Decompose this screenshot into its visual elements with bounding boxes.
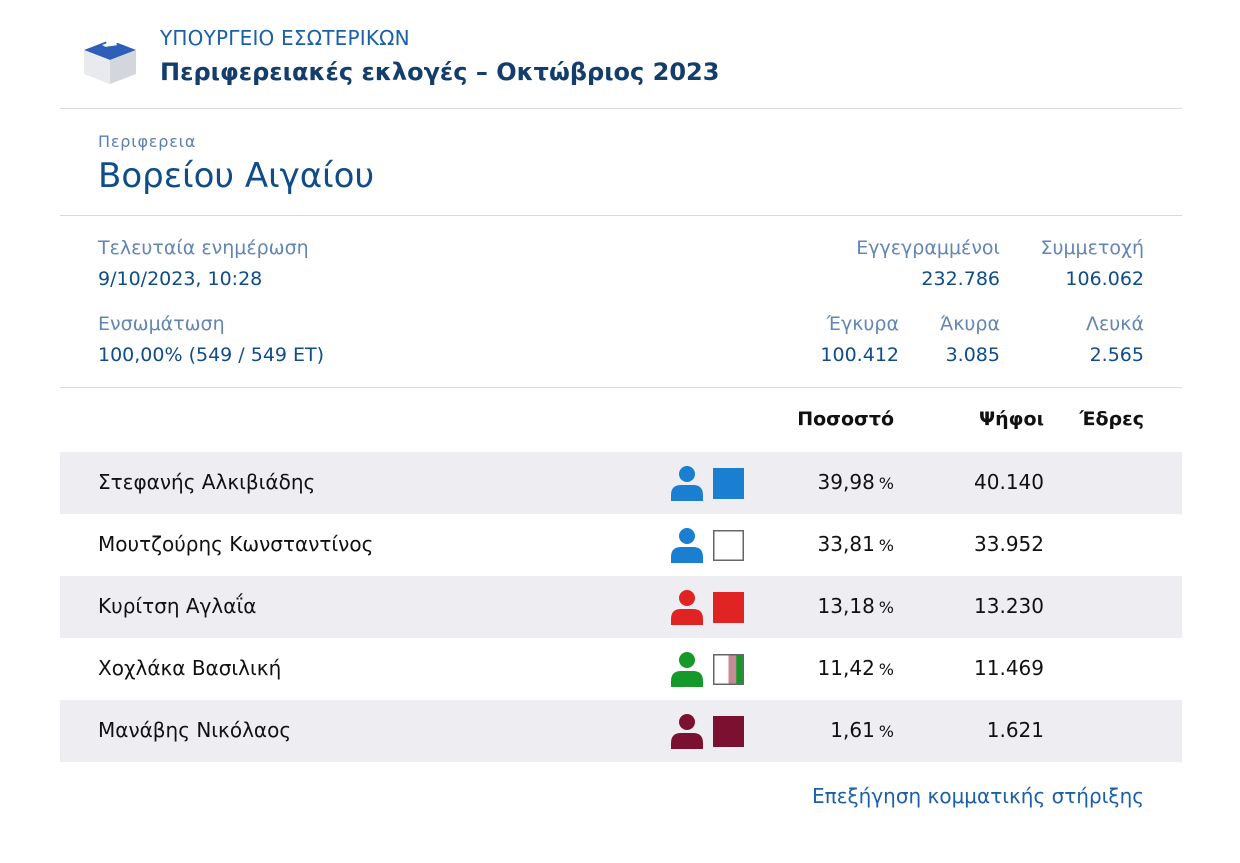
election-title: Περιφερειακές εκλογές – Οκτώβριος 2023 (160, 58, 720, 86)
table-row: Κυρίτση Αγλαΐα 13,18% 13.230 (60, 576, 1182, 638)
percent-unit: % (878, 660, 894, 679)
incorporation-value: 100,00% (549 / 549 ΕΤ) (98, 344, 325, 366)
divider (60, 387, 1182, 388)
registered-label: Εγγεγραμμένοι (856, 237, 1000, 259)
ballot-box-icon (84, 33, 136, 84)
percent-header: Ποσοστό (797, 408, 894, 430)
table-row: Μουτζούρης Κωνσταντίνος 33,81% 33.952 (60, 514, 1182, 576)
party-color-swatch (713, 468, 744, 499)
region-label: Περιφερεια (98, 132, 197, 151)
invalid-label: Άκυρα (940, 313, 1000, 335)
ministry-name: ΥΠΟΥΡΓΕΙΟ ΕΣΩΤΕΡΙΚΩΝ (160, 26, 410, 50)
person-icon (671, 652, 703, 687)
person-icon (671, 590, 703, 625)
votes-value: 40.140 (974, 470, 1044, 494)
percent-unit: % (878, 598, 894, 617)
last-update-label: Τελευταία ενημέρωση (98, 237, 309, 259)
votes-value: 13.230 (974, 594, 1044, 618)
candidate-name: Χοχλάκα Βασιλική (98, 656, 282, 680)
party-support-explanation-link[interactable]: Επεξήγηση κομματικής στήριξης (812, 784, 1144, 808)
registered-value: 232.786 (921, 268, 1000, 290)
percent-number: 33,81 (817, 532, 875, 556)
candidate-name: Μανάβης Νικόλαος (98, 718, 292, 742)
votes-value: 11.469 (974, 656, 1044, 680)
incorporation-label: Ενσωμάτωση (98, 313, 225, 335)
percent-value: 33,81% (760, 532, 894, 556)
party-color-swatch (713, 530, 744, 561)
person-icon (671, 714, 703, 749)
percent-value: 11,42% (760, 656, 894, 680)
turnout-label: Συμμετοχή (1040, 237, 1144, 259)
percent-number: 11,42 (817, 656, 875, 680)
party-color-swatch (713, 592, 744, 623)
candidate-name: Μουτζούρης Κωνσταντίνος (98, 532, 374, 556)
percent-number: 39,98 (817, 470, 875, 494)
party-color-swatch (713, 716, 744, 747)
table-row: Στεφανής Αλκιβιάδης 39,98% 40.140 (60, 452, 1182, 514)
blank-label: Λευκά (1086, 313, 1144, 335)
percent-value: 39,98% (760, 470, 894, 494)
valid-label: Έγκυρα (826, 313, 899, 335)
percent-number: 1,61 (830, 718, 875, 742)
seats-header: Έδρες (1079, 408, 1144, 430)
invalid-value: 3.085 (945, 344, 1000, 366)
region-name: Βορείου Αιγαίου (98, 156, 375, 196)
candidate-name: Στεφανής Αλκιβιάδης (98, 470, 316, 494)
table-row: Χοχλάκα Βασιλική 11,42% 11.469 (60, 638, 1182, 700)
person-icon (671, 528, 703, 563)
blank-value: 2.565 (1089, 344, 1144, 366)
candidate-name: Κυρίτση Αγλαΐα (98, 594, 257, 618)
votes-header: Ψήφοι (979, 408, 1044, 430)
turnout-value: 106.062 (1065, 268, 1144, 290)
page-header: ΥΠΟΥΡΓΕΙΟ ΕΣΩΤΕΡΙΚΩΝ Περιφερειακές εκλογ… (80, 24, 780, 88)
party-color-swatch (713, 654, 744, 685)
percent-value: 13,18% (760, 594, 894, 618)
votes-value: 33.952 (974, 532, 1044, 556)
last-update-value: 9/10/2023, 10:28 (98, 268, 263, 290)
divider (60, 215, 1182, 216)
valid-value: 100.412 (820, 344, 899, 366)
percent-value: 1,61% (760, 718, 894, 742)
table-row: Μανάβης Νικόλαος 1,61% 1.621 (60, 700, 1182, 762)
percent-unit: % (878, 536, 894, 555)
person-icon (671, 466, 703, 501)
divider (60, 108, 1182, 109)
percent-unit: % (878, 722, 894, 741)
percent-number: 13,18 (817, 594, 875, 618)
percent-unit: % (878, 474, 894, 493)
votes-value: 1.621 (986, 718, 1044, 742)
